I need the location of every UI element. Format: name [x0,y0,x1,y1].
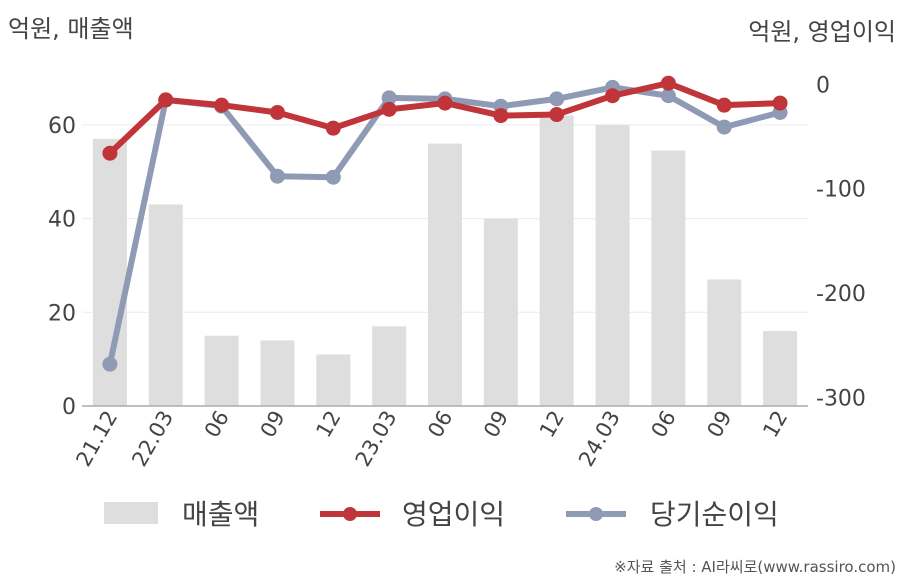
net-income-point [269,168,285,184]
bar [651,150,686,406]
x-tick-label: 09 [479,407,513,442]
bar [483,218,518,406]
bar [204,335,239,406]
x-tick-label: 06 [647,407,681,442]
right-axis-ticks: 0 -100 -200 -300 [816,73,866,411]
legend-marker-net-income [589,507,603,521]
right-tick-label: 0 [816,73,830,98]
operating-profit-point [772,95,788,111]
x-tick-label: 24.03 [574,407,625,471]
legend-swatch-sales [104,502,158,524]
line-series [102,75,788,372]
bar [595,124,630,406]
legend-marker-operating-profit [343,507,357,521]
bar [372,326,407,406]
left-axis-title: 억원, 매출액 [8,15,134,43]
operating-profit-point [214,97,230,113]
source-note: ※자료 출처 : AI라씨로(www.rassiro.com) [614,558,896,576]
net-income-point [325,169,341,185]
left-axis-ticks: 0 20 40 60 [48,114,76,420]
operating-profit-point [437,95,453,111]
operating-profit-point [549,107,565,123]
left-tick-label: 60 [48,114,76,139]
bar [316,354,351,406]
operating-profit-point [605,88,621,104]
x-axis-ticks: 21.12 22.03 06 09 12 23.03 06 09 12 24.03 06 09 12 [71,407,792,471]
legend-label-operating-profit: 영업이익 [402,498,505,531]
net-income-point [660,88,676,104]
right-tick-label: -200 [816,282,866,307]
x-tick-label: 09 [702,407,736,442]
bar [148,204,183,406]
x-tick-label: 06 [423,407,457,442]
x-tick-label: 12 [535,407,569,442]
bar [763,331,798,406]
left-tick-label: 20 [48,301,76,326]
net-income-point [716,119,732,135]
right-axis-title: 억원, 영업이익 [748,18,896,46]
x-tick-label: 12 [311,407,345,442]
bar [539,115,574,406]
net-income-point [102,356,118,372]
right-tick-label: -100 [816,178,866,203]
x-tick-label: 21.12 [71,407,122,471]
left-tick-label: 40 [48,208,76,233]
legend-label-net-income: 당기순이익 [650,498,779,531]
right-tick-label: -300 [816,387,866,412]
x-tick-label: 06 [200,407,234,442]
operating-profit-point [269,104,285,120]
x-tick-label: 12 [758,407,792,442]
bar [260,340,295,406]
operating-profit-point [493,108,509,124]
operating-profit-point [716,97,732,113]
operating-profit-point [381,101,397,117]
bar [707,279,742,406]
operating-profit-point [660,75,676,91]
legend: 매출액 영업이익 당기순이익 [104,498,779,531]
legend-label-sales: 매출액 [182,498,259,531]
x-tick-label: 22.03 [127,407,178,471]
operating-profit-point [325,120,341,136]
bar [428,143,462,406]
x-tick-label: 09 [256,407,290,442]
bar-series [92,115,798,406]
net-income-point [381,90,397,106]
operating-profit-point [158,92,174,108]
x-tick-label: 23.03 [351,407,402,471]
operating-profit-point [102,145,118,161]
left-tick-label: 0 [62,395,76,420]
net-income-point [549,91,565,107]
